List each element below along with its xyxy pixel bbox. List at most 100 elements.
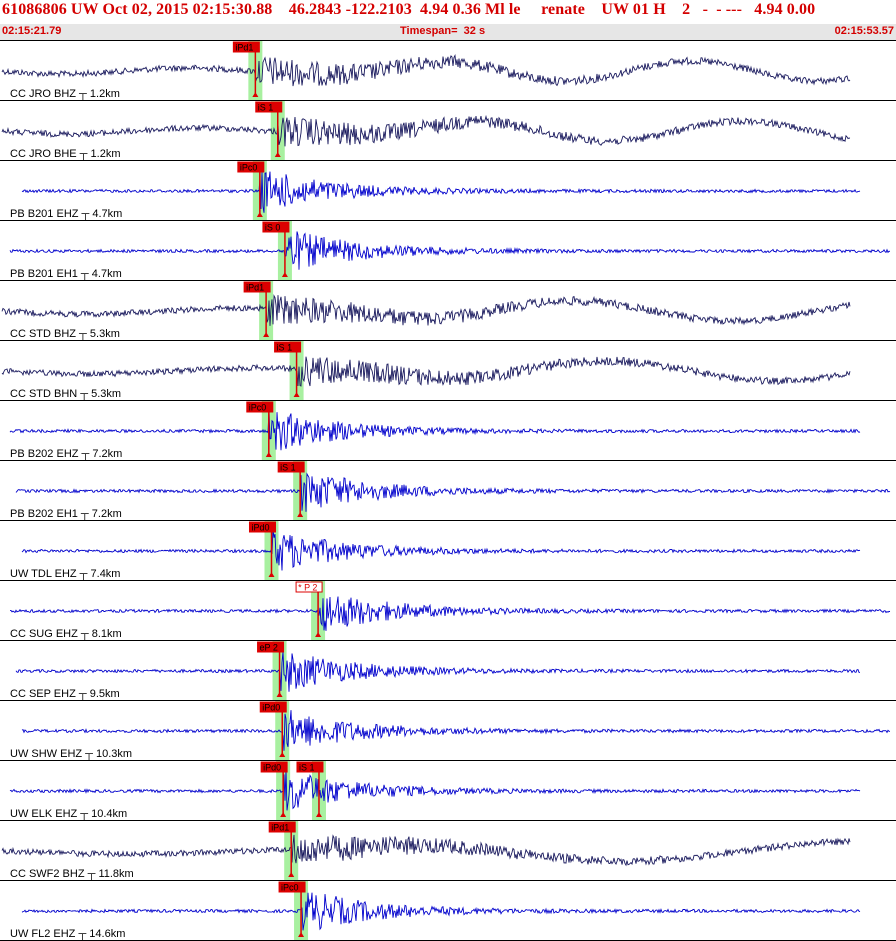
pick-label: iS 1 [277,343,293,353]
channel-label: PB B201 EHZ ┬ 4.7km [10,208,123,220]
channel-label: UW ELK EHZ ┬ 10.4km [10,808,128,820]
pick-triangle [288,872,295,877]
pick-label: iPd0 [262,703,280,713]
start-time: 02:15:21.79 [2,25,62,37]
pick-flag[interactable] [232,41,260,53]
waveform-trace[interactable] [1,294,851,326]
waveform-trace[interactable] [15,472,891,512]
waveform-trace[interactable] [21,171,861,213]
pick-flag[interactable] [248,521,276,533]
pick-label: iPd1 [271,823,289,833]
pick-flag[interactable] [255,101,283,113]
pick-triangle [281,272,288,277]
channel-panel[interactable]: CC SUG EHZ ┬ 8.1km [0,581,896,641]
pick-flag[interactable] [268,821,296,833]
channel-label: UW SHW EHZ ┬ 10.3km [10,748,133,760]
pick-label: iS 1 [280,463,296,473]
pick-label: iPd0 [251,523,269,533]
channel-panel[interactable]: CC STD BHN ┬ 5.3km [0,341,896,401]
channel-label: CC JRO BHZ ┬ 1.2km [10,88,120,100]
waveform-trace[interactable] [1,356,851,387]
channel-panel[interactable]: PB B202 EH1 ┬ 7.2km [0,461,896,521]
pick-flag[interactable] [296,761,324,773]
pick-flag[interactable] [237,161,265,173]
pick-triangle [315,812,322,817]
channel-label: CC STD BHZ ┬ 5.3km [10,328,120,340]
pick-flag[interactable] [262,221,290,233]
pick-triangle [297,512,304,517]
pick-triangle [315,632,322,637]
event-title: 61086806 UW Oct 02, 2015 02:15:30.88 46.… [2,1,816,18]
waveform-trace[interactable] [21,710,890,751]
pick-triangle [252,92,259,97]
pick-flag[interactable] [274,341,302,353]
channel-panel[interactable]: PB B201 EH1 ┬ 4.7km [0,221,896,281]
pick-flag[interactable] [260,761,288,773]
end-time: 02:15:53.57 [834,25,894,37]
waveform-trace[interactable] [10,596,891,631]
channel-label: CC SWF2 BHZ ┬ 11.8km [10,868,134,880]
waveform-trace[interactable] [21,892,861,931]
pick-triangle [268,572,275,577]
channel-panel[interactable]: CC JRO BHZ ┬ 1.2km [0,41,896,101]
waveform-trace[interactable] [1,114,851,147]
channel-label: CC SUG EHZ ┬ 8.1km [10,628,122,640]
channel-label: CC STD BHN ┬ 5.3km [10,388,122,400]
channel-panel[interactable]: CC SEP EHZ ┬ 9.5km [0,641,896,701]
waveform-trace[interactable] [15,651,861,692]
channel-label: UW FL2 EHZ ┬ 14.6km [10,928,126,940]
channel-panel[interactable]: CC SWF2 BHZ ┬ 11.8km [0,821,896,881]
pick-label: * P 2 [298,583,317,593]
waveform-trace[interactable] [21,529,861,571]
pick-triangle [293,392,300,397]
channel-panel[interactable]: UW SHW EHZ ┬ 10.3km [0,701,896,761]
pick-label: iPd1 [235,43,253,53]
pick-triangle [276,692,283,697]
waveform-trace[interactable] [9,769,861,811]
pick-flag[interactable] [246,401,274,413]
pick-label: iPc0 [240,163,258,173]
pick-label: iS 1 [299,763,315,773]
pick-flag[interactable] [259,701,287,713]
channel-label: CC JRO BHE ┬ 1.2km [10,148,121,160]
channel-panel[interactable]: CC JRO BHE ┬ 1.2km [0,101,896,161]
pick-triangle [298,932,305,937]
waveform-trace[interactable] [9,231,891,270]
pick-label: iPc0 [281,883,299,893]
time-bar: 02:15:21.79 Timespan= 32 s 02:15:53.57 [0,24,896,41]
waveform-trace[interactable] [1,53,851,87]
pick-label: iPd0 [263,763,281,773]
waveform-trace[interactable] [1,834,851,867]
channel-panel[interactable]: UW ELK EHZ ┬ 10.4km [0,761,896,821]
pick-label: iS 0 [265,223,281,233]
pick-label: eP 2 [260,643,278,653]
channel-panel[interactable]: PB B201 EHZ ┬ 4.7km [0,161,896,221]
pick-triangle [263,332,270,337]
timespan: Timespan= 32 s [400,25,486,37]
channel-panel[interactable]: UW TDL EHZ ┬ 7.4km [0,521,896,581]
pick-triangle [256,212,263,217]
channel-label: PB B202 EHZ ┬ 7.2km [10,448,123,460]
pick-flag[interactable] [277,461,305,473]
channel-label: UW TDL EHZ ┬ 7.4km [10,568,121,580]
channel-panel[interactable]: PB B202 EHZ ┬ 7.2km [0,401,896,461]
waveform-canvas[interactable]: iPd1 iS 1 iPc0 iS 0 iPd1 iS 1 iPc0 iS 1 iPd0 * P … [0,41,896,940]
pick-label: iPd1 [246,283,264,293]
pick-label: iS 1 [258,103,274,113]
seismogram-panels[interactable]: CC JRO BHZ ┬ 1.2km CC JRO BHE ┬ 1.2km PB B… [0,41,896,941]
channel-label: PB B202 EH1 ┬ 7.2km [10,508,122,520]
pick-triangle [279,752,286,757]
channel-panel[interactable]: CC STD BHZ ┬ 5.3km [0,281,896,341]
channel-label: PB B201 EH1 ┬ 4.7km [10,268,122,280]
pick-triangle [274,152,281,157]
waveform-trace[interactable] [9,409,861,451]
event-header: 61086806 UW Oct 02, 2015 02:15:30.88 46.… [0,0,896,24]
pick-flag[interactable] [243,281,271,293]
pick-triangle [265,452,272,457]
channel-label: CC SEP EHZ ┬ 9.5km [10,688,120,700]
pick-flag[interactable] [295,581,323,593]
pick-triangle [280,812,287,817]
pick-label: iPc0 [249,403,267,413]
pick-flag[interactable] [257,641,285,653]
pick-flag[interactable] [278,881,306,893]
